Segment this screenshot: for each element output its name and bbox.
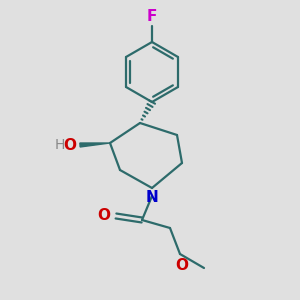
- Text: O: O: [176, 258, 188, 273]
- Text: O: O: [97, 208, 110, 224]
- Text: N: N: [146, 190, 158, 205]
- Text: H: H: [55, 138, 65, 152]
- Text: F: F: [147, 9, 157, 24]
- Text: O: O: [63, 137, 76, 152]
- Polygon shape: [80, 143, 110, 147]
